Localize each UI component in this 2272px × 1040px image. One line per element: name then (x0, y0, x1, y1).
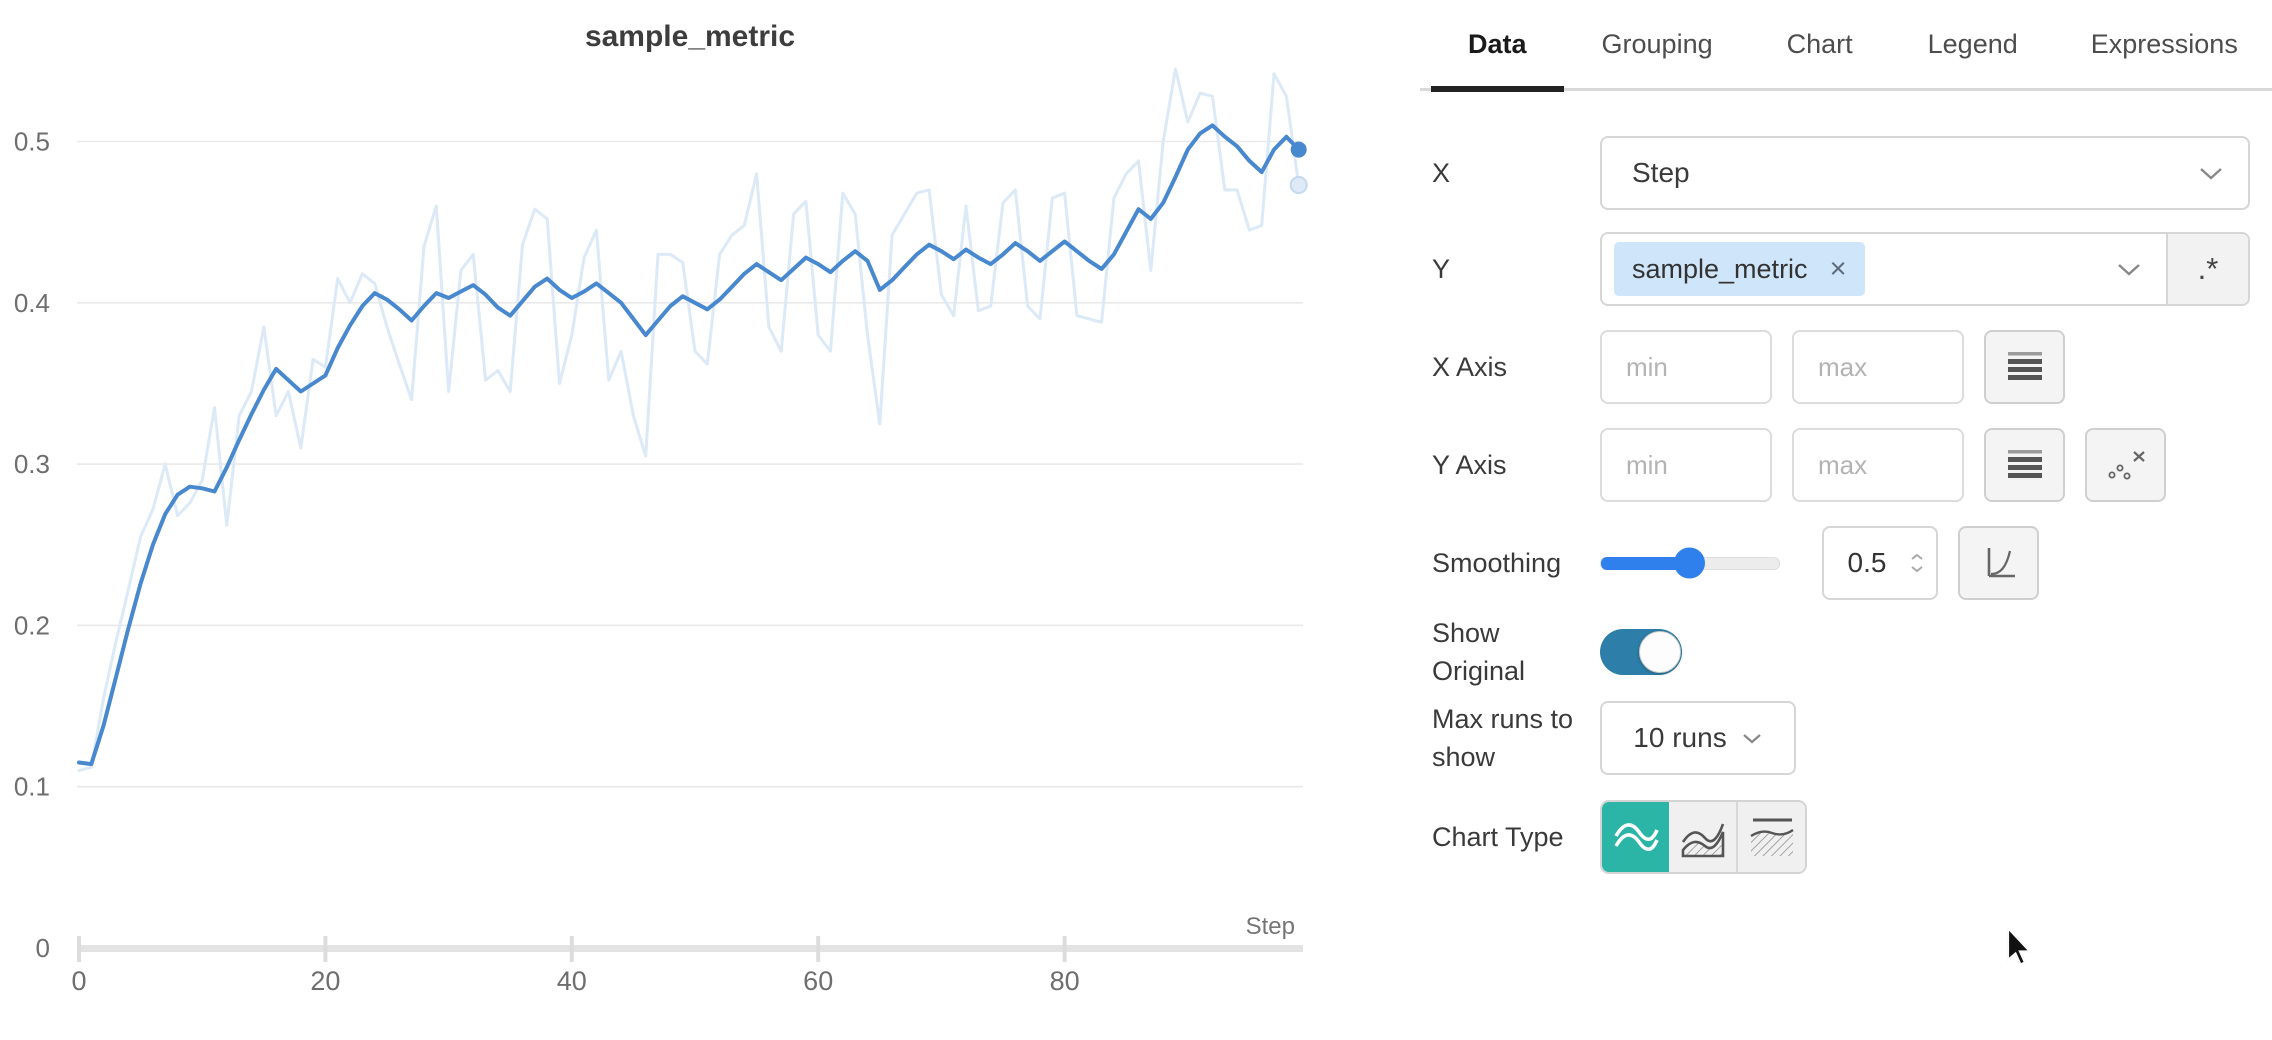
svg-text:0.3: 0.3 (14, 449, 50, 479)
chart-type-row: Chart Type (1432, 800, 2272, 874)
tab-expressions[interactable]: Expressions (2090, 28, 2238, 59)
y-axis-log-scale-button[interactable] (1984, 428, 2065, 502)
y-metric-tag: sample_metric × (1614, 242, 1865, 296)
tab-grouping[interactable]: Grouping (1601, 28, 1713, 59)
smoothing-curve-icon (1987, 548, 2015, 578)
svg-text:0.1: 0.1 (14, 772, 50, 802)
chart-settings-panel: Data Grouping Chart Legend Expressions X… (1420, 0, 2272, 1040)
log-scale-icon (2007, 450, 2042, 478)
show-original-row: Show Original (1432, 614, 2272, 690)
max-runs-row: Max runs to show 10 runs (1432, 700, 2272, 776)
smoothing-type-button[interactable] (1958, 526, 2039, 600)
x-metric-value: Step (1632, 157, 1690, 188)
slider-fill (1601, 556, 1692, 570)
spinner-up-icon[interactable] (1910, 553, 1924, 561)
mouse-cursor (2007, 927, 2033, 966)
svg-text:0: 0 (71, 966, 86, 996)
svg-text:60: 60 (803, 966, 833, 996)
ignore-outliers-button[interactable] (2085, 428, 2166, 502)
x-axis-row: X Axis (1432, 330, 2272, 404)
line-plot-icon (1613, 823, 1659, 852)
x-axis-label: X Axis (1432, 352, 1508, 382)
y-field-row: Y sample_metric × .* (1432, 232, 2272, 306)
svg-text:40: 40 (557, 966, 587, 996)
outliers-icon (2108, 451, 2145, 480)
y-axis-min-input[interactable] (1600, 428, 1772, 502)
max-runs-value: 10 runs (1633, 722, 1727, 753)
chevron-down-icon (2116, 234, 2142, 304)
chart-type-area-button[interactable] (1669, 802, 1736, 872)
show-original-label: Show Original (1432, 618, 1526, 686)
spinner-down-icon[interactable] (1910, 565, 1924, 573)
tab-legend[interactable]: Legend (1927, 28, 2018, 59)
remove-metric-icon[interactable]: × (1829, 252, 1847, 285)
tab-bar: Data Grouping Chart Legend Expressions (1420, 0, 2272, 92)
smoothing-value: 0.5 (1847, 547, 1887, 578)
max-runs-label: Max runs to show (1432, 704, 1574, 772)
y-field-label: Y (1432, 254, 1451, 284)
chart-type-segmented-control (1600, 800, 1807, 874)
toggle-knob (1639, 631, 1681, 673)
show-original-toggle[interactable] (1600, 629, 1682, 675)
x-field-label: X (1432, 158, 1451, 188)
chart-panel: sample_metric 0.1 0.2 0.3 0.4 0.5 0 0 20 40 60 80 S… (0, 0, 1420, 1040)
chevron-down-icon (2200, 167, 2222, 180)
chart-title: sample_metric (584, 20, 796, 53)
max-runs-select[interactable]: 10 runs (1600, 701, 1796, 775)
x-axis-log-scale-button[interactable] (1984, 330, 2065, 404)
chart-type-minmax-button[interactable] (1736, 802, 1805, 872)
smoothing-slider[interactable] (1600, 526, 1793, 600)
x-metric-select[interactable]: Step (1600, 136, 2250, 210)
smoothing-label: Smoothing (1432, 548, 1562, 578)
x-axis-min-input[interactable] (1600, 330, 1772, 404)
y-metric-select[interactable]: sample_metric × .* (1600, 232, 2250, 306)
smoothing-value-input[interactable]: 0.5 (1822, 526, 1938, 600)
svg-text:0: 0 (36, 933, 50, 963)
svg-text:80: 80 (1050, 966, 1080, 996)
x-field-row: X Step (1432, 136, 2272, 210)
chart-type-line-button[interactable] (1602, 802, 1669, 872)
svg-text:20: 20 (310, 966, 340, 996)
log-scale-icon (2007, 352, 2042, 380)
svg-text:0.5: 0.5 (14, 127, 50, 157)
svg-text:0.4: 0.4 (14, 288, 50, 318)
y-axis-label: Y Axis (1432, 450, 1507, 480)
area-plot-icon (1681, 823, 1724, 858)
smoothing-row: Smoothing 0.5 (1432, 526, 2272, 600)
svg-text:Step: Step (1246, 913, 1295, 940)
chevron-down-icon (1742, 733, 1761, 744)
tab-data[interactable]: Data (1431, 0, 1564, 92)
slider-knob[interactable] (1674, 547, 1705, 579)
x-axis-max-input[interactable] (1792, 330, 1964, 404)
y-axis-max-input[interactable] (1792, 428, 1964, 502)
regex-toggle-button[interactable]: .* (2166, 234, 2248, 304)
line-chart[interactable]: 0.1 0.2 0.3 0.4 0.5 00 20 40 60 80 Step (0, 0, 1420, 1040)
y-axis-row: Y Axis (1432, 428, 2272, 502)
minmax-plot-icon (1749, 818, 1794, 856)
svg-text:0.2: 0.2 (14, 610, 50, 640)
tab-chart[interactable]: Chart (1786, 28, 1853, 59)
chart-type-label: Chart Type (1432, 822, 1564, 852)
y-metric-tag-text: sample_metric (1632, 253, 1808, 284)
number-spinners[interactable] (1910, 553, 1924, 573)
